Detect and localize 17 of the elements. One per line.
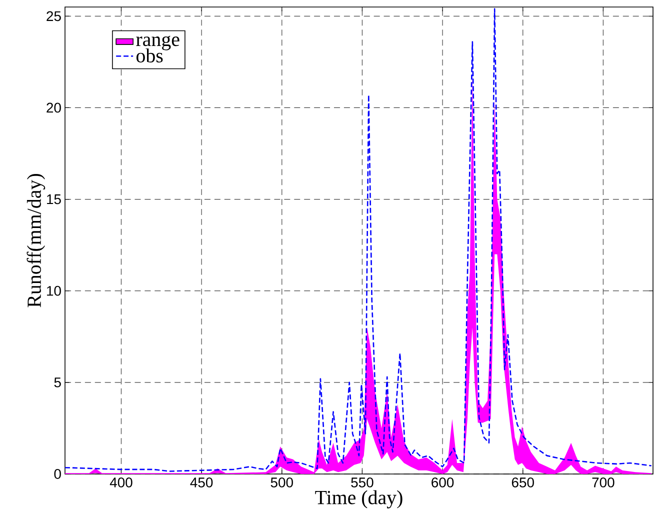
- x-axis-title: Time (day): [315, 490, 402, 508]
- legend-label: range: [136, 36, 180, 50]
- y-tick-label: 20: [46, 102, 61, 113]
- y-axis-title: Runoff(mm/day): [26, 174, 46, 308]
- y-tick-label: 15: [47, 194, 61, 204]
- y-tick-label: 0: [54, 469, 61, 479]
- x-tick-label: 600: [432, 478, 454, 488]
- legend-label: obs: [136, 48, 163, 62]
- x-tick-label: 500: [270, 478, 293, 488]
- x-tick-label: 400: [110, 478, 132, 488]
- y-tick-label: 10: [47, 286, 61, 296]
- x-tick-label: 700: [592, 478, 614, 488]
- x-tick-label: 650: [512, 478, 534, 488]
- x-tick-label: 450: [190, 478, 213, 488]
- x-tick-label: 550: [351, 478, 374, 488]
- y-tick-label: 25: [46, 11, 61, 22]
- y-tick-label: 5: [54, 378, 61, 388]
